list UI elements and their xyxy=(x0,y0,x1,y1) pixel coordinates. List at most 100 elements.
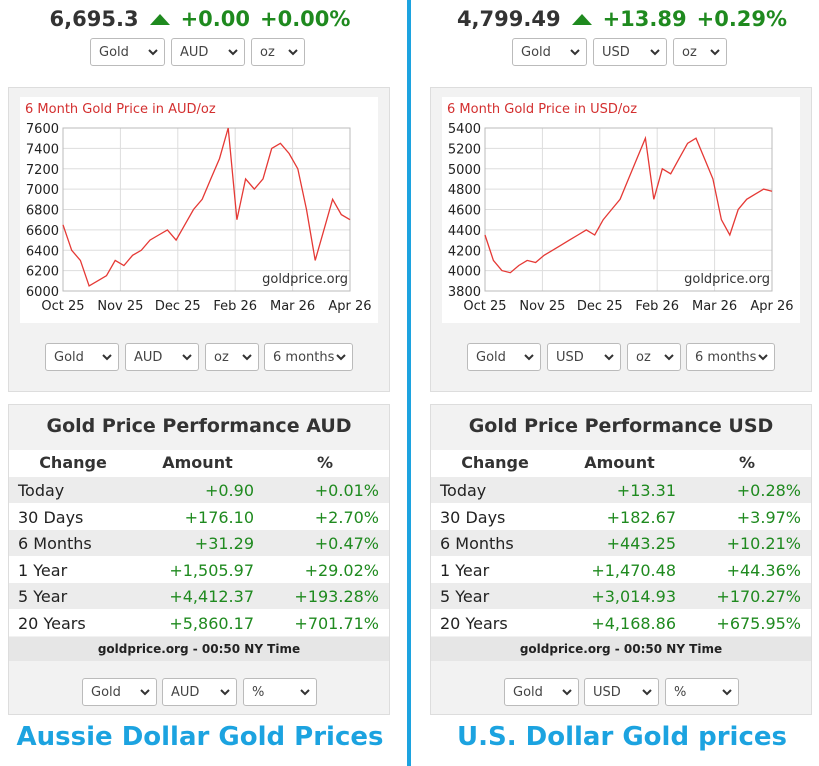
amount: +4,168.86 xyxy=(591,613,676,633)
chevron xyxy=(242,354,252,361)
chart: 6 Month Gold Price in USD/oz 3800 4000 4200… xyxy=(442,97,800,323)
dropdown[interactable]: USD xyxy=(547,343,621,371)
plot-frame xyxy=(484,127,773,292)
row-stripe xyxy=(431,477,811,503)
chevron xyxy=(562,689,572,696)
y-tick-label: 6200 xyxy=(26,265,59,280)
chevron-path xyxy=(140,689,150,696)
chevron xyxy=(102,354,112,361)
chevron-path xyxy=(650,49,660,56)
watermark: goldprice.org xyxy=(684,272,770,287)
dropdown[interactable]: oz xyxy=(251,38,305,66)
column-header: Amount xyxy=(584,453,655,472)
chart-title: 6 Month Gold Price in AUD/oz xyxy=(25,102,216,117)
chevron-path xyxy=(220,689,230,696)
price-header: 4,799.49 +13.89 +0.29% xyxy=(422,4,819,34)
chevron xyxy=(758,354,768,361)
column-header: % xyxy=(738,453,756,472)
chevron xyxy=(140,689,150,696)
dropdown[interactable]: Gold xyxy=(504,678,579,706)
amount: +3,014.93 xyxy=(591,587,676,606)
price: 4,799.49 xyxy=(456,7,561,31)
period: 6 Months xyxy=(18,534,92,553)
chevron-path xyxy=(228,49,238,56)
x-tick-label: Dec 25 xyxy=(155,299,201,314)
dropdown[interactable]: 6 months xyxy=(264,343,353,371)
amount: +1,505.97 xyxy=(169,560,254,580)
up-arrow-shape xyxy=(571,14,592,25)
period: 30 Days xyxy=(440,507,506,527)
dropdown[interactable]: USD xyxy=(593,38,667,66)
y-tick-label: 6600 xyxy=(26,224,59,239)
dropdown[interactable]: % xyxy=(243,678,317,706)
dropdown[interactable]: USD xyxy=(584,678,659,706)
caption: Aussie Dollar Gold Prices xyxy=(16,722,384,752)
dropdown[interactable]: Gold xyxy=(90,38,165,66)
table-footer: goldprice.org - 00:50 NY Time xyxy=(431,637,811,661)
amount: +31.29 xyxy=(194,534,254,553)
x-tick-label: Dec 25 xyxy=(577,299,623,314)
amount: +0.90 xyxy=(204,481,254,500)
y-tick-label: 6400 xyxy=(26,244,59,259)
x-tick-label: Feb 26 xyxy=(213,299,257,314)
dropdown[interactable]: Gold xyxy=(82,678,157,706)
y-tick-label: 4400 xyxy=(448,224,481,239)
x-tick-label: Nov 25 xyxy=(519,299,565,314)
percent: +29.02% xyxy=(304,560,379,580)
y-tick-label: 7200 xyxy=(26,163,59,178)
x-tick-label: Mar 26 xyxy=(270,299,315,314)
dropdown[interactable]: Gold xyxy=(467,343,541,371)
percent: +44.36% xyxy=(726,560,801,580)
dropdown[interactable]: Gold xyxy=(512,38,587,66)
period: 20 Years xyxy=(18,613,86,633)
chevron-path xyxy=(288,49,298,56)
percent: +10.21% xyxy=(726,534,801,553)
y-tick-label: 4800 xyxy=(448,183,481,198)
chevron-path xyxy=(604,354,614,361)
y-tick-label: 4600 xyxy=(448,204,481,219)
row-stripe xyxy=(9,530,389,556)
dropdown[interactable]: oz xyxy=(627,343,681,371)
chevron-path xyxy=(562,689,572,696)
change-percent: +0.00% xyxy=(259,7,351,31)
percent: +0.01% xyxy=(314,481,379,500)
dropdown[interactable]: AUD xyxy=(171,38,245,66)
dropdown[interactable]: Gold xyxy=(45,343,119,371)
y-tick-label: 6800 xyxy=(26,204,59,219)
x-tick-label: Oct 25 xyxy=(41,299,84,314)
dropdown[interactable]: oz xyxy=(205,343,259,371)
chevron xyxy=(182,354,192,361)
period: 5 Year xyxy=(18,587,68,606)
dropdown[interactable]: AUD xyxy=(125,343,199,371)
row-stripe xyxy=(431,583,811,609)
column-header: Change xyxy=(39,453,107,472)
chevron xyxy=(524,354,534,361)
amount: +176.10 xyxy=(184,507,254,527)
amount: +5,860.17 xyxy=(169,613,254,633)
chevron xyxy=(710,49,720,56)
chevron xyxy=(642,689,652,696)
x-tick-label: Apr 26 xyxy=(750,299,793,314)
y-tick-label: 7000 xyxy=(26,183,59,198)
price-header: 6,695.3 +0.00 +0.00% xyxy=(0,4,400,34)
chevron xyxy=(664,354,674,361)
percent: +675.95% xyxy=(716,613,801,633)
divider xyxy=(407,0,411,766)
dropdown[interactable]: AUD xyxy=(162,678,237,706)
chevron xyxy=(288,49,298,56)
caption: U.S. Dollar Gold prices xyxy=(457,722,787,752)
period: 1 Year xyxy=(440,560,490,580)
chevron xyxy=(336,354,346,361)
chevron xyxy=(220,689,230,696)
change: +13.89 xyxy=(602,7,687,31)
dropdown[interactable]: oz xyxy=(673,38,727,66)
dropdown[interactable]: % xyxy=(665,678,739,706)
table-title: Gold Price Performance AUD xyxy=(46,415,352,437)
percent: +0.28% xyxy=(736,481,801,500)
dropdown[interactable]: 6 months xyxy=(686,343,775,371)
chevron xyxy=(300,689,310,696)
amount: +182.67 xyxy=(606,507,676,527)
percent: +0.47% xyxy=(314,534,379,553)
chevron xyxy=(228,49,238,56)
chart: 6 Month Gold Price in AUD/oz 6000 6200 6400… xyxy=(20,97,378,323)
